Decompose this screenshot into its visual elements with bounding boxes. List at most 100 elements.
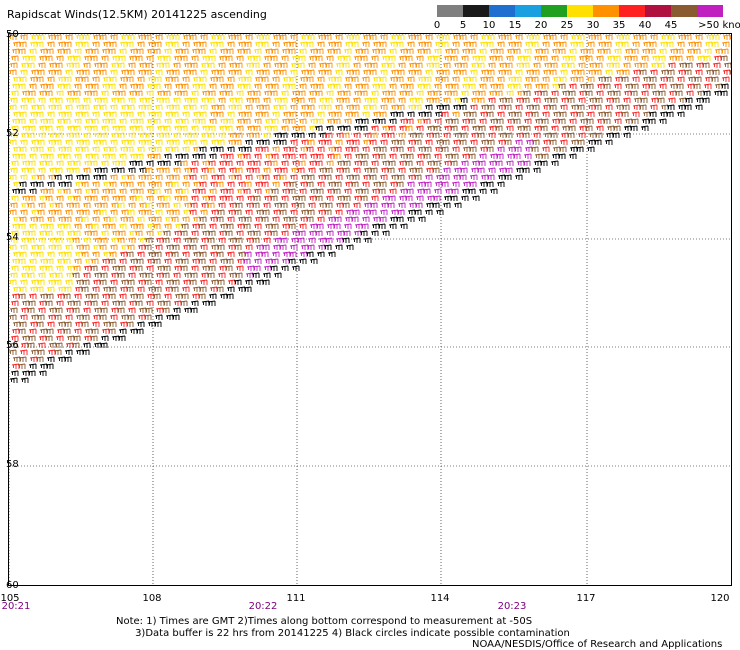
wind-barb [649, 69, 658, 75]
wind-barb [144, 167, 153, 173]
wind-barb [317, 244, 326, 250]
wind-barb [525, 139, 534, 145]
wind-barb [189, 272, 198, 278]
wind-barb [287, 153, 296, 159]
wind-barb [539, 55, 548, 61]
wind-barb [471, 160, 480, 166]
wind-barb [468, 181, 477, 187]
wind-barb [476, 167, 485, 173]
wind-barb [12, 111, 21, 117]
wind-barb [705, 69, 714, 75]
wind-barb [48, 97, 57, 103]
wind-barb [90, 258, 99, 264]
wind-barb [450, 188, 459, 194]
wind-barb [296, 62, 305, 68]
wind-barb [525, 34, 534, 40]
wind-barb [233, 279, 242, 285]
wind-barb [233, 139, 242, 145]
wind-barb [227, 139, 236, 145]
wind-barb [219, 293, 228, 299]
wind-barb [54, 62, 63, 68]
wind-barb [17, 83, 26, 89]
wind-barb [262, 97, 271, 103]
wind-barb [152, 188, 161, 194]
wind-barb [404, 195, 413, 201]
wind-barb [83, 300, 92, 306]
wind-barb [9, 132, 18, 138]
wind-barb [180, 48, 189, 54]
wind-barb [549, 97, 558, 103]
wind-barb [514, 69, 523, 75]
wind-barb [269, 195, 278, 201]
wind-barb [171, 279, 180, 285]
wind-barb [136, 216, 145, 222]
wind-barb [26, 272, 35, 278]
legend-tick-label: 5 [459, 20, 467, 31]
wind-barb [323, 174, 332, 180]
wind-barb [81, 139, 90, 145]
wind-barb [74, 286, 83, 292]
wind-barb [264, 188, 273, 194]
wind-barb [57, 111, 66, 117]
wind-barb [462, 146, 471, 152]
wind-barb [226, 251, 235, 257]
wind-barb [89, 300, 98, 306]
wind-barb [111, 160, 120, 166]
wind-barb [435, 139, 444, 145]
wind-barb [143, 174, 152, 180]
wind-barb [126, 244, 135, 250]
wind-barb [147, 41, 156, 47]
wind-barb [435, 34, 444, 40]
wind-barb [470, 132, 479, 138]
wind-barb [224, 265, 233, 271]
wind-barb [183, 202, 192, 208]
wind-barb [119, 321, 128, 327]
wind-barb [26, 62, 35, 68]
wind-barb [128, 55, 137, 61]
wind-barb [342, 195, 351, 201]
wind-barb [253, 48, 262, 54]
wind-barb [335, 62, 344, 68]
wind-barb [317, 69, 326, 75]
wind-barb [244, 174, 253, 180]
wind-barb [120, 104, 129, 110]
wind-barb [722, 34, 731, 40]
wind-barb [102, 111, 111, 117]
wind-barb [435, 209, 444, 215]
wind-barb [441, 104, 450, 110]
wind-barb [9, 167, 18, 173]
wind-barb [66, 300, 75, 306]
wind-barb [425, 132, 434, 138]
wind-barb [72, 160, 81, 166]
wind-barb [289, 34, 298, 40]
wind-barb [413, 104, 422, 110]
wind-barb [261, 279, 270, 285]
wind-barb [9, 279, 17, 285]
wind-barb [98, 69, 107, 75]
wind-barb [102, 181, 111, 187]
wind-barb [174, 188, 183, 194]
wind-barb [336, 195, 345, 201]
wind-barb [441, 139, 450, 145]
wind-barb [305, 216, 314, 222]
latitude-label: 54 [6, 232, 19, 243]
wind-barb [173, 195, 182, 201]
wind-barb [111, 125, 120, 131]
wind-barb [251, 167, 260, 173]
wind-barb [64, 104, 73, 110]
wind-barb [354, 223, 363, 229]
wind-barb [62, 83, 71, 89]
wind-barb [372, 111, 381, 117]
wind-barb [560, 132, 569, 138]
wind-barb [98, 244, 107, 250]
wind-barb [541, 111, 550, 117]
wind-barb [135, 153, 144, 159]
wind-barb [352, 62, 361, 68]
wind-barb [116, 132, 125, 138]
wind-barb [125, 181, 134, 187]
wind-barb [271, 216, 280, 222]
wind-barb [165, 209, 174, 215]
wind-barb [10, 195, 19, 201]
wind-barb [144, 272, 153, 278]
wind-barb [225, 258, 234, 264]
